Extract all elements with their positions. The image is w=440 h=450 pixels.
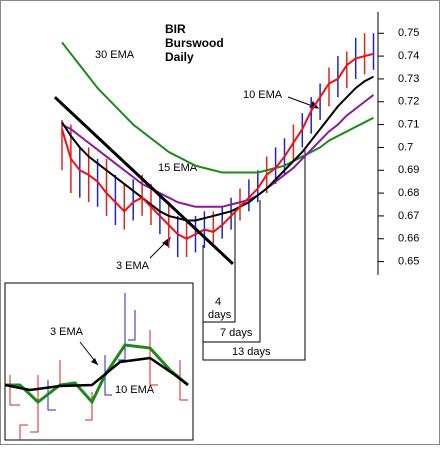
ema-line	[61, 52, 374, 240]
day-brackets	[202, 150, 306, 361]
title-line: Burswood	[165, 36, 224, 50]
y-tick-label: 0.75	[398, 27, 419, 39]
y-tick-label: 0.66	[398, 233, 419, 245]
title-line: Daily	[165, 50, 194, 64]
y-tick-label: 0.7	[398, 141, 413, 153]
inset-label: 3 EMA	[50, 326, 84, 338]
series-label: 30 EMA	[95, 49, 135, 61]
series-label: 3 EMA	[116, 260, 150, 272]
y-tick-label: 0.67	[398, 210, 419, 222]
trend-line	[53, 96, 234, 265]
ema-line	[61, 75, 374, 222]
y-tick-label: 0.65	[398, 255, 419, 267]
y-tick-label: 0.71	[398, 118, 419, 130]
y-tick-label: 0.73	[398, 73, 419, 85]
ema-line	[61, 94, 375, 208]
ema-line	[61, 41, 374, 174]
inset: 3 EMA 10 EMA	[4, 282, 194, 441]
title-line: BIR	[165, 22, 186, 36]
inset-label: 10 EMA	[115, 384, 155, 396]
series-label: 15 EMA	[158, 162, 198, 174]
day-label: 4	[215, 296, 221, 308]
y-tick-label: 0.74	[398, 50, 419, 62]
day-label: 7 days	[220, 327, 253, 339]
day-label: days	[208, 309, 232, 321]
y-tick-label: 0.72	[398, 96, 419, 108]
y-tick-label: 0.69	[398, 164, 419, 176]
series-label: 10 EMA	[243, 89, 283, 101]
day-label: 13 days	[232, 346, 271, 358]
y-tick-label: 0.68	[398, 187, 419, 199]
